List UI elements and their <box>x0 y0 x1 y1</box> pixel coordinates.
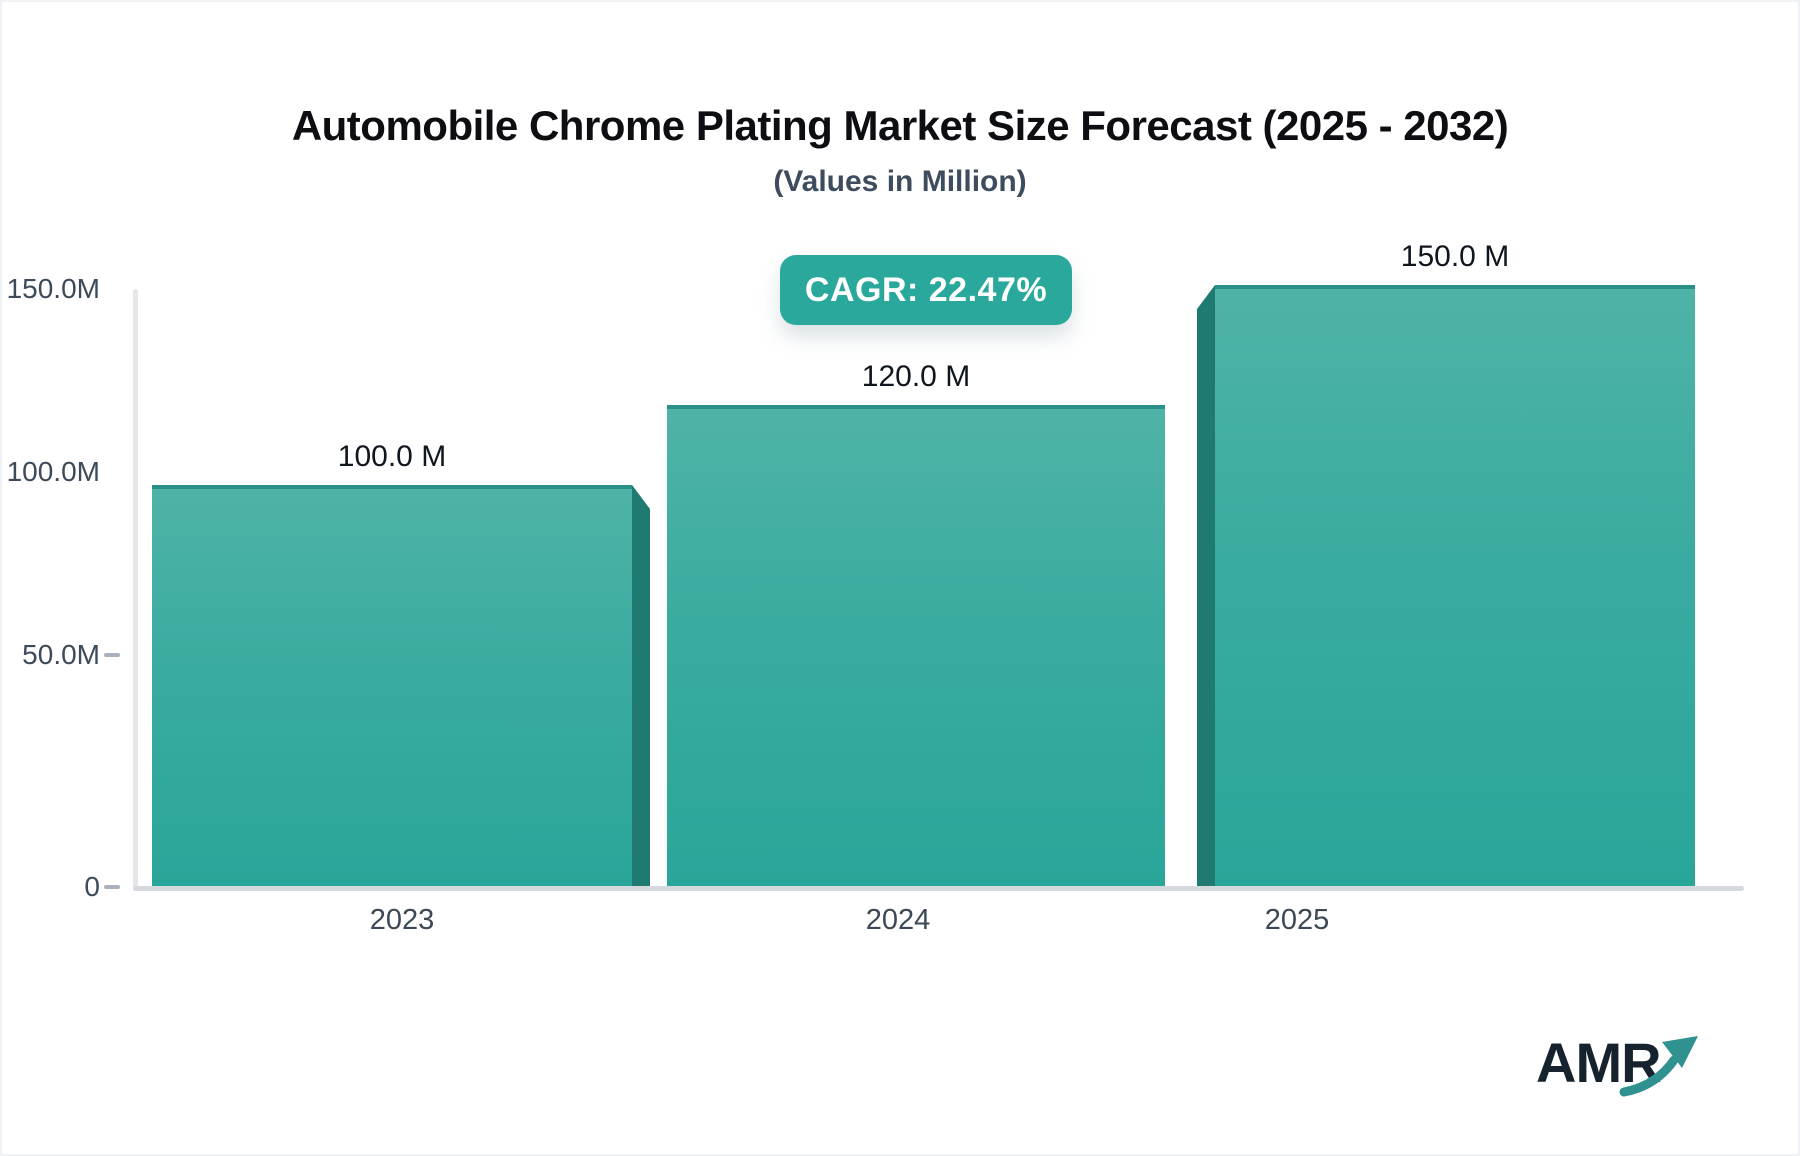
x-tick-label-2025: 2025 <box>1264 904 1330 936</box>
chart-title: Automobile Chrome Plating Market Size Fo… <box>291 102 1509 149</box>
amr-logo: AMR <box>1536 1032 1716 1112</box>
bar-face <box>152 485 632 886</box>
bar-face <box>1215 285 1695 886</box>
y-axis-line <box>133 289 138 890</box>
chart-subtitle: (Values in Million) <box>773 165 1027 198</box>
y-tick-label: 100.0M <box>6 456 100 487</box>
bar-face <box>667 405 1165 886</box>
growth-arrow-icon <box>1619 1036 1698 1097</box>
bar-2024: 120.0 M <box>667 360 1165 886</box>
x-tick-label-2024: 2024 <box>865 904 931 936</box>
y-tick-label: 50.0M <box>22 639 100 670</box>
y-tick-label: 150.0M <box>6 273 100 304</box>
bar-3d-side <box>632 485 650 886</box>
y-tick-mark <box>104 653 120 657</box>
cagr-badge: CAGR: 22.47% <box>780 255 1072 325</box>
bar-value-label: 150.0 M <box>1400 240 1510 273</box>
bar-value-label: 120.0 M <box>861 360 971 393</box>
bar-value-label: 100.0 M <box>337 440 447 473</box>
x-tick-label-2023: 2023 <box>369 904 435 936</box>
y-tick-mark <box>104 885 120 889</box>
bar-2023: 100.0 M <box>152 440 650 886</box>
bar-3d-side <box>1197 285 1215 886</box>
x-axis-line <box>133 886 1744 891</box>
bar-2025: 150.0 M <box>1197 240 1695 886</box>
y-tick-label: 0 <box>84 871 100 902</box>
